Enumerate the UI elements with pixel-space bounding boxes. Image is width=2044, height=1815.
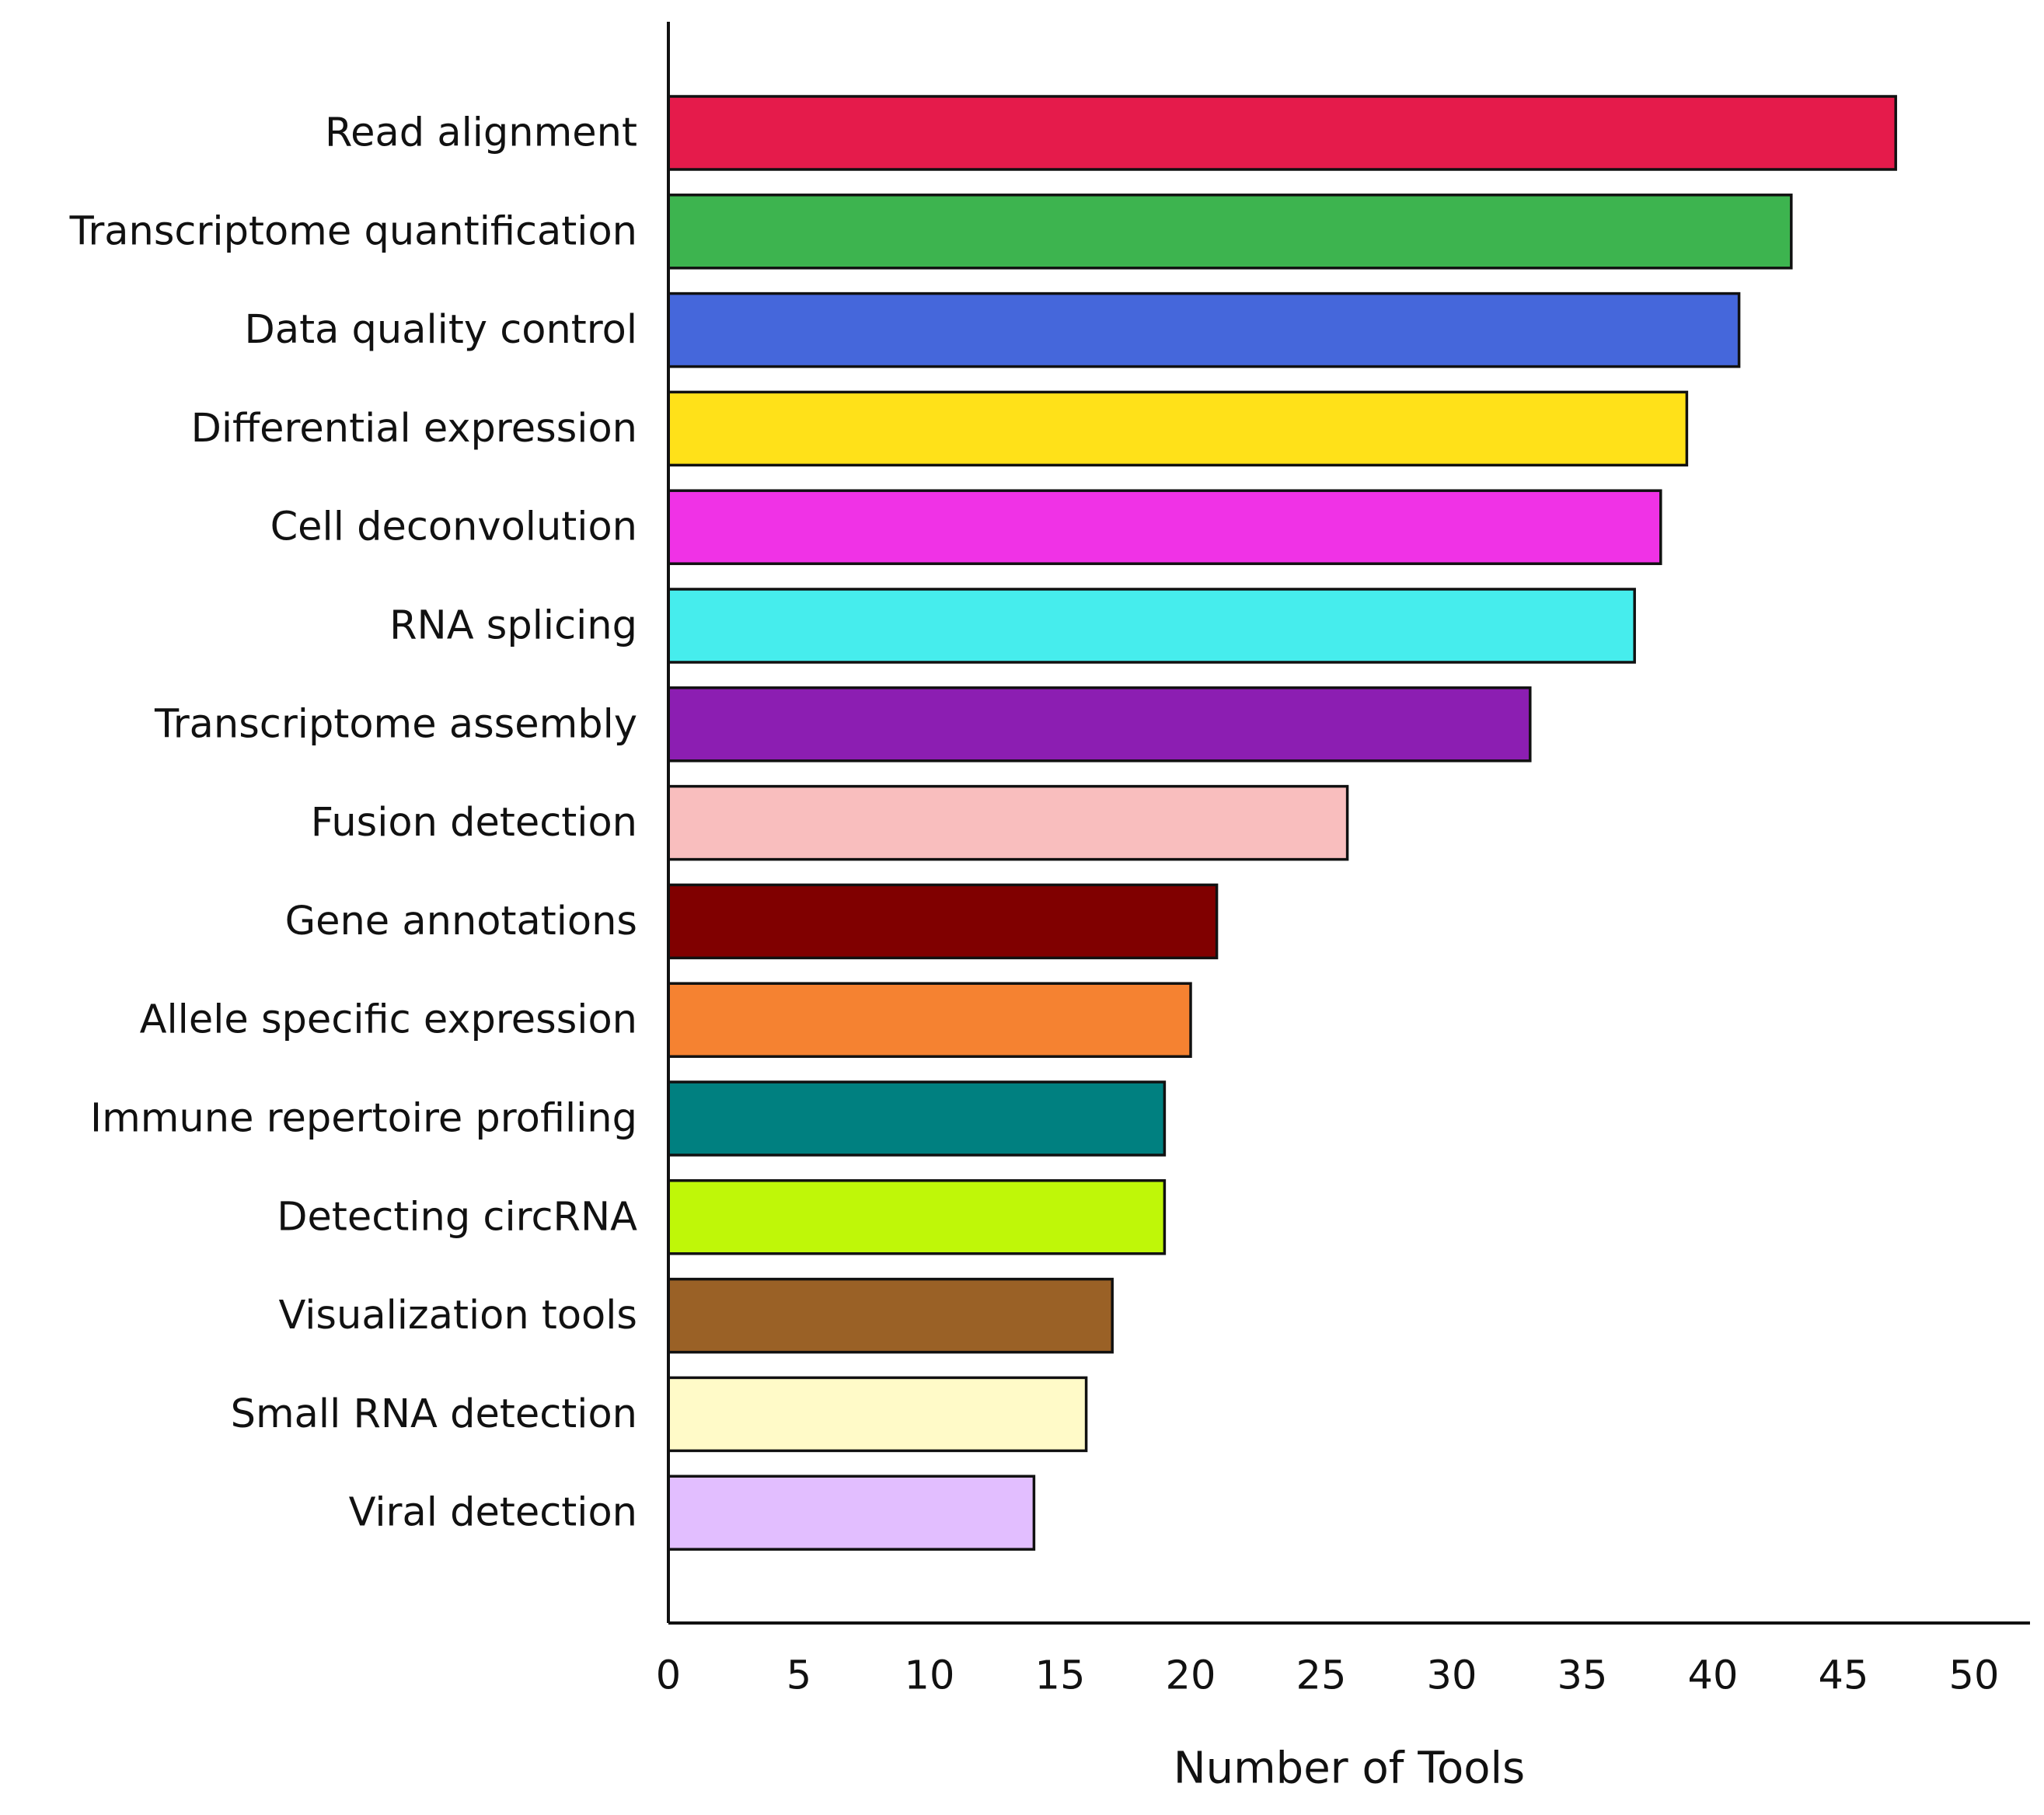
bar [667,1277,1114,1354]
bar [667,194,1793,270]
bar [667,1080,1167,1157]
category-label: Small RNA detection [231,1391,637,1437]
category-label: Detecting circRNA [277,1194,637,1240]
bar [667,390,1689,467]
category-label: Data quality control [245,307,637,353]
x-tick-label: 25 [1296,1653,1347,1699]
category-label: Immune repertoire profiling [90,1096,637,1142]
category-label: Allele specific expression [140,997,637,1043]
bar [667,982,1192,1058]
x-tick-labels: 0 5 10 15 20 25 30 35 40 45 50 [656,1653,2000,1699]
category-label: RNA splicing [389,603,637,649]
x-axis-label: Number of Tools [1174,1743,1525,1794]
x-tick-label: 45 [1819,1653,1869,1699]
category-label: Fusion detection [311,800,637,846]
bar [667,1376,1088,1453]
x-tick-label: 40 [1688,1653,1739,1699]
x-tick-label: 35 [1557,1653,1608,1699]
bars-group [667,95,1897,1551]
category-label: Visualization tools [279,1293,638,1339]
category-label: Gene annotations [285,899,637,944]
category-label: Read alignment [325,110,637,156]
category-labels: Read alignment Transcriptome quantificati… [69,110,637,1536]
category-label: Transcriptome assembly [154,701,637,747]
x-tick-label: 5 [787,1653,811,1699]
bar [667,784,1349,861]
x-tick-label: 0 [656,1653,681,1699]
category-label: Viral detection [349,1490,637,1536]
category-label: Differential expression [191,406,637,452]
x-tick-label: 30 [1427,1653,1477,1699]
x-tick-label: 20 [1166,1653,1216,1699]
category-label: Transcriptome quantification [69,208,637,254]
bar [667,95,1897,171]
x-tick-label: 15 [1035,1653,1086,1699]
bar [667,1179,1167,1255]
bar [667,686,1532,763]
x-tick-label: 10 [905,1653,955,1699]
bar [667,1475,1036,1551]
bar [667,489,1662,565]
bar [667,883,1219,960]
x-tick-label: 50 [1949,1653,2000,1699]
category-label: Cell deconvolution [270,504,637,550]
bar [667,291,1741,368]
bar [667,588,1636,664]
